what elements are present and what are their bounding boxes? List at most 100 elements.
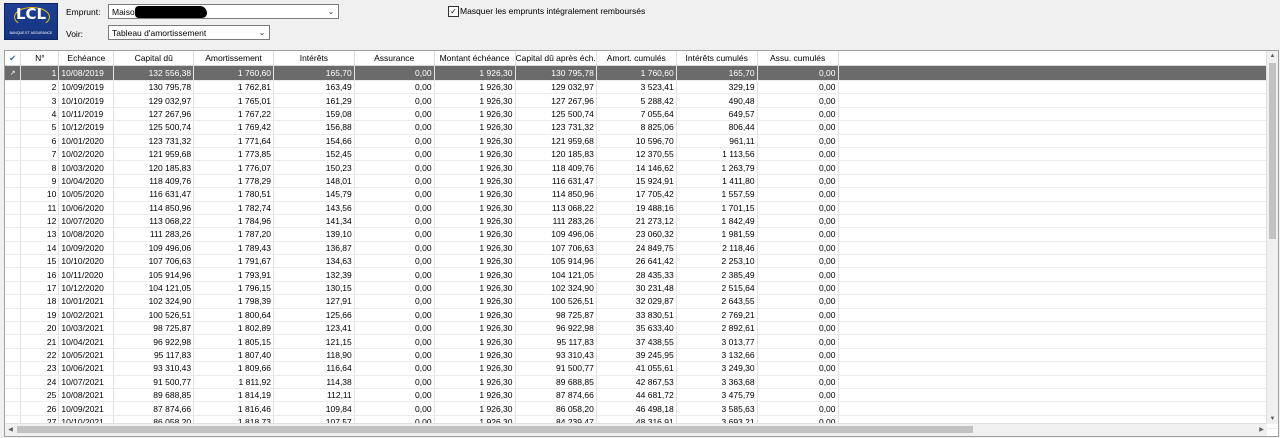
chevron-down-icon[interactable]: ⌄ bbox=[258, 28, 266, 37]
table-row[interactable]: 18 10/01/2021 102 324,90 1 798,39 127,91 0,00… bbox=[5, 294, 1278, 309]
cell-num: 26 bbox=[20, 401, 60, 416]
column-header-assu-cumules[interactable]: Assu. cumulés bbox=[757, 51, 839, 66]
cell-echeance: 10/11/2019 bbox=[58, 107, 115, 122]
table-row[interactable]: 16 10/11/2020 105 914,96 1 793,91 132,39 0,00… bbox=[5, 267, 1278, 282]
horizontal-scroll-thumb[interactable] bbox=[17, 426, 973, 433]
table-row[interactable]: 5 10/12/2019 125 500,74 1 769,42 156,88 0,00 1… bbox=[5, 120, 1278, 135]
voir-value: Tableau d'amortissement bbox=[112, 28, 207, 38]
cell-amort-cumules: 39 245,95 bbox=[596, 348, 677, 363]
column-header-interets[interactable]: Intérêts bbox=[273, 51, 355, 66]
cell-capital-apres: 129 032,97 bbox=[515, 80, 597, 95]
table-row[interactable]: 8 10/03/2020 120 185,83 1 776,07 150,23 0,00 1… bbox=[5, 160, 1278, 175]
cell-select bbox=[5, 134, 22, 148]
column-header-amortissement[interactable]: Amortissement bbox=[193, 51, 275, 66]
amortization-table: ✔ N° Echéance Capital dû Amortissement Intérê… bbox=[5, 51, 1278, 430]
cell-capital-du: 93 310,43 bbox=[113, 361, 195, 376]
cell-montant-echeance: 1 926,30 bbox=[434, 65, 516, 81]
cell-assu-cumules: 0,00 bbox=[757, 401, 839, 416]
column-header-assurance[interactable]: Assurance bbox=[354, 51, 435, 66]
table-row[interactable]: 22 10/05/2021 95 117,83 1 807,40 118,90 0,00 1… bbox=[5, 348, 1278, 363]
table-row[interactable]: 7 10/02/2020 121 959,68 1 773,85 152,45 0,00 1… bbox=[5, 147, 1278, 162]
table-row[interactable]: 19 10/02/2021 100 526,51 1 800,64 125,66 0,00… bbox=[5, 308, 1278, 323]
cell-select bbox=[5, 375, 22, 389]
checkmark-icon[interactable]: ✔ bbox=[5, 51, 22, 66]
cell-amortissement: 1 769,42 bbox=[193, 120, 275, 135]
cell-assurance: 0,00 bbox=[354, 375, 435, 389]
cell-capital-du: 91 500,77 bbox=[113, 375, 195, 389]
cell-assurance: 0,00 bbox=[354, 65, 435, 81]
table-row[interactable]: 6 10/01/2020 123 731,32 1 771,64 154,66 0,00 1… bbox=[5, 134, 1278, 148]
column-header-capital-du[interactable]: Capital dû bbox=[113, 51, 195, 66]
table-row[interactable]: 20 10/03/2021 98 725,87 1 802,89 123,41 0,00 1… bbox=[5, 321, 1278, 336]
cell-interets: 159,08 bbox=[273, 107, 355, 122]
table-row[interactable]: 26 10/09/2021 87 874,66 1 816,46 109,84 0,00 1… bbox=[5, 401, 1278, 416]
column-header-num[interactable]: N° bbox=[20, 51, 60, 66]
cell-assurance: 0,00 bbox=[354, 120, 435, 135]
table-row[interactable]: 2 10/09/2019 130 795,78 1 762,81 163,49 0,00 1… bbox=[5, 80, 1278, 95]
table-row[interactable]: 10 10/05/2020 116 631,47 1 780,51 145,79 0,00… bbox=[5, 187, 1278, 202]
cell-filler bbox=[838, 174, 1278, 189]
cell-amort-cumules: 24 849,75 bbox=[596, 241, 677, 256]
vertical-scroll-thumb[interactable] bbox=[1269, 63, 1276, 239]
table-row[interactable]: 15 10/10/2020 107 706,63 1 791,67 134,63 0,00… bbox=[5, 254, 1278, 269]
cell-echeance: 10/04/2021 bbox=[58, 334, 115, 349]
emprunt-select[interactable]: Maison ⌄ bbox=[108, 4, 339, 19]
scroll-up-icon[interactable]: ▲ bbox=[1269, 53, 1276, 59]
cell-echeance: 10/07/2020 bbox=[58, 214, 115, 229]
cell-interets: 152,45 bbox=[273, 147, 355, 162]
table-row[interactable]: 12 10/07/2020 113 068,22 1 784,96 141,34 0,00… bbox=[5, 214, 1278, 229]
table-row[interactable]: 17 10/12/2020 104 121,05 1 796,15 130,15 0,00… bbox=[5, 281, 1278, 296]
horizontal-scrollbar[interactable]: ◀ ▶ bbox=[5, 423, 1267, 436]
chevron-down-icon[interactable]: ⌄ bbox=[327, 7, 335, 16]
table-row[interactable]: 9 10/04/2020 118 409,76 1 778,29 148,01 0,00 1… bbox=[5, 174, 1278, 189]
table-row[interactable]: 13 10/08/2020 111 283,26 1 787,20 139,10 0,00… bbox=[5, 227, 1278, 242]
cell-assurance: 0,00 bbox=[354, 93, 435, 108]
scroll-down-icon[interactable]: ▼ bbox=[1269, 416, 1276, 422]
column-header-amort-cumules[interactable]: Amort. cumulés bbox=[596, 51, 677, 66]
table-row[interactable]: 23 10/06/2021 93 310,43 1 809,66 116,64 0,00 1… bbox=[5, 361, 1278, 376]
cell-amort-cumules: 33 830,51 bbox=[596, 308, 677, 323]
table-row[interactable]: 14 10/09/2020 109 496,06 1 789,43 136,87 0,00… bbox=[5, 241, 1278, 256]
cell-capital-apres: 113 068,22 bbox=[515, 201, 597, 215]
cell-montant-echeance: 1 926,30 bbox=[434, 93, 516, 108]
table-row[interactable]: 3 10/10/2019 129 032,97 1 765,01 161,29 0,00 1… bbox=[5, 93, 1278, 108]
logo-letters: LCL bbox=[15, 5, 47, 23]
amortization-grid[interactable]: ✔ N° Echéance Capital dû Amortissement Intérê… bbox=[4, 50, 1279, 437]
scroll-left-icon[interactable]: ◀ bbox=[8, 427, 13, 433]
column-header-montant-echeance[interactable]: Montant échéance bbox=[434, 51, 516, 66]
cell-interets-cumules: 3 249,30 bbox=[676, 361, 758, 376]
cell-num: 5 bbox=[20, 120, 60, 135]
voir-select[interactable]: Tableau d'amortissement ⌄ bbox=[108, 25, 270, 40]
table-row[interactable]: 25 10/08/2021 89 688,85 1 814,19 112,11 0,00 1… bbox=[5, 388, 1278, 403]
column-header-echeance[interactable]: Echéance bbox=[58, 51, 115, 66]
cell-interets: 143,56 bbox=[273, 201, 355, 215]
cell-interets: 163,49 bbox=[273, 80, 355, 95]
cell-amortissement: 1 807,40 bbox=[193, 348, 275, 363]
cell-amort-cumules: 10 596,70 bbox=[596, 134, 677, 148]
cell-capital-apres: 111 283,26 bbox=[515, 214, 597, 229]
cell-assu-cumules: 0,00 bbox=[757, 80, 839, 95]
cell-montant-echeance: 1 926,30 bbox=[434, 187, 516, 202]
column-header-capital-apres[interactable]: Capital dû après éch. bbox=[515, 51, 597, 66]
table-header: ✔ N° Echéance Capital dû Amortissement Intérê… bbox=[5, 51, 1278, 66]
cell-filler bbox=[838, 147, 1278, 162]
table-row[interactable]: 24 10/07/2021 91 500,77 1 811,92 114,38 0,00 1… bbox=[5, 375, 1278, 389]
table-row[interactable]: 4 10/11/2019 127 267,96 1 767,22 159,08 0,00 1… bbox=[5, 107, 1278, 122]
scroll-right-icon[interactable]: ▶ bbox=[1259, 427, 1264, 433]
table-row[interactable]: 21 10/04/2021 96 922,98 1 805,15 121,15 0,00 1… bbox=[5, 334, 1278, 349]
masquer-checkbox[interactable]: ✓ bbox=[448, 6, 459, 17]
cell-montant-echeance: 1 926,30 bbox=[434, 321, 516, 336]
vertical-scrollbar[interactable]: ▲ ▼ bbox=[1266, 51, 1278, 424]
masquer-label: Masquer les emprunts intégralement rembo… bbox=[460, 6, 646, 16]
column-header-interets-cumules[interactable]: Intérêts cumulés bbox=[676, 51, 758, 66]
cell-assurance: 0,00 bbox=[354, 227, 435, 242]
cell-echeance: 10/12/2019 bbox=[58, 120, 115, 135]
cell-num: 8 bbox=[20, 160, 60, 175]
cell-capital-du: 127 267,96 bbox=[113, 107, 195, 122]
cell-assu-cumules: 0,00 bbox=[757, 93, 839, 108]
table-row[interactable]: 11 10/06/2020 114 850,96 1 782,74 143,56 0,00… bbox=[5, 201, 1278, 215]
table-row[interactable]: ↗ 1 10/08/2019 132 556,38 1 760,60 165,70 0,00… bbox=[5, 65, 1278, 81]
cell-select bbox=[5, 267, 22, 282]
cell-num: 11 bbox=[20, 201, 60, 215]
cell-interets-cumules: 3 132,66 bbox=[676, 348, 758, 363]
